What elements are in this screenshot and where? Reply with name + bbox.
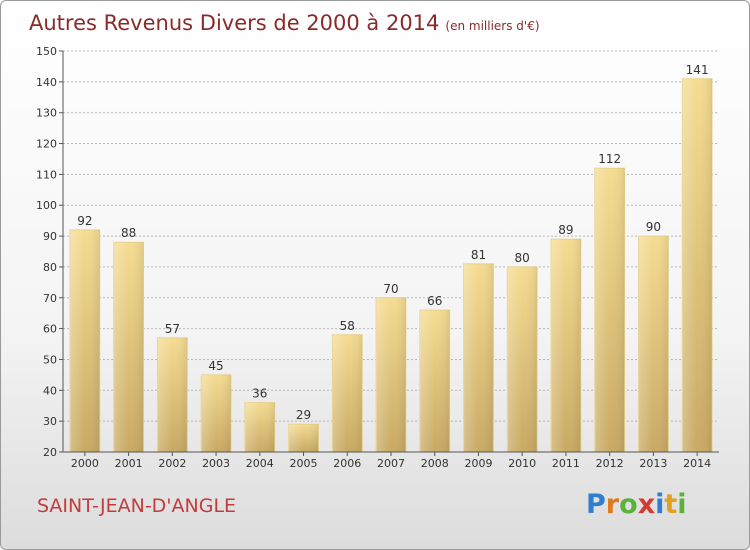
chart-title: Autres Revenus Divers de 2000 à 2014 (en … <box>29 11 540 35</box>
bar-shading <box>638 236 669 452</box>
logo-letter: P <box>586 489 606 520</box>
data-label: 57 <box>165 322 180 336</box>
y-tick-label: 20 <box>43 446 57 459</box>
bar-shading <box>288 424 319 452</box>
data-label: 58 <box>340 319 355 333</box>
x-tick-label: 2006 <box>333 457 361 470</box>
data-label: 90 <box>646 220 661 234</box>
x-tick-label: 2000 <box>71 457 99 470</box>
data-label: 29 <box>296 408 311 422</box>
x-tick-label: 2004 <box>246 457 274 470</box>
bars: 92 88 57 45 36 29 58 70 66 81 80 89 112 90 141 <box>69 63 713 453</box>
data-label: 89 <box>558 223 573 237</box>
x-axis: 2000 2001 2002 2003 2004 2005 2006 2007 2008 2009… <box>63 451 719 470</box>
data-label: 81 <box>471 248 486 262</box>
bar-shading <box>157 337 188 452</box>
commune-name: SAINT-JEAN-D'ANGLE <box>37 495 237 517</box>
bar-shading <box>419 310 450 452</box>
x-tick-label: 2001 <box>115 457 143 470</box>
data-label: 92 <box>77 214 92 228</box>
data-label: 80 <box>515 251 530 265</box>
y-tick-label: 80 <box>43 261 57 274</box>
logo-letter: x <box>637 489 656 520</box>
bar-shading <box>463 263 494 452</box>
data-label: 112 <box>598 152 621 166</box>
bar-shading <box>201 374 231 452</box>
y-tick-label: 70 <box>43 292 57 305</box>
logo-letter: i <box>677 489 687 520</box>
x-tick-label: 2011 <box>552 457 580 470</box>
x-tick-label: 2003 <box>202 457 230 470</box>
logo-letter: i <box>655 489 665 520</box>
y-axis: 20 30 40 50 60 70 80 90 100 110 120 130 140 150 <box>36 45 64 459</box>
bar-shading <box>244 402 275 452</box>
bar-shading <box>69 229 100 452</box>
y-tick-label: 120 <box>36 138 57 151</box>
bar-shading <box>594 168 625 452</box>
y-tick-label: 30 <box>43 415 57 428</box>
data-label: 45 <box>208 359 223 373</box>
bar-shading <box>551 239 581 452</box>
y-tick-label: 130 <box>36 107 57 120</box>
y-tick-label: 40 <box>43 384 57 397</box>
x-tick-label: 2014 <box>683 457 711 470</box>
y-tick-label: 100 <box>36 199 57 212</box>
data-label: 141 <box>686 63 709 77</box>
y-tick-label: 140 <box>36 76 57 89</box>
x-tick-label: 2010 <box>508 457 536 470</box>
y-tick-label: 50 <box>43 353 57 366</box>
proxiti-logo[interactable]: Proxiti <box>586 489 687 520</box>
y-tick-label: 150 <box>36 45 57 58</box>
x-tick-label: 2013 <box>639 457 667 470</box>
y-tick-label: 110 <box>36 168 57 181</box>
x-tick-label: 2009 <box>464 457 492 470</box>
chart-title-text: Autres Revenus Divers de 2000 à 2014 <box>29 11 440 35</box>
data-label: 36 <box>252 387 267 401</box>
logo-letter: o <box>619 489 638 520</box>
bar-shading <box>113 242 144 452</box>
logo-letter: r <box>605 489 620 520</box>
logo-letter: t <box>664 489 678 520</box>
data-label: 70 <box>383 282 398 296</box>
data-label: 66 <box>427 294 442 308</box>
x-tick-label: 2012 <box>596 457 624 470</box>
x-tick-label: 2007 <box>377 457 405 470</box>
bar-shading <box>376 297 406 452</box>
y-tick-label: 60 <box>43 323 57 336</box>
x-tick-label: 2008 <box>421 457 449 470</box>
bar-shading <box>507 266 538 452</box>
bar-shading <box>682 78 713 452</box>
x-tick-label: 2002 <box>158 457 186 470</box>
data-label: 88 <box>121 226 136 240</box>
y-tick-label: 90 <box>43 230 57 243</box>
x-tick-label: 2005 <box>290 457 318 470</box>
bar-shading <box>332 334 363 452</box>
chart-subtitle: (en milliers d'€) <box>445 19 540 33</box>
